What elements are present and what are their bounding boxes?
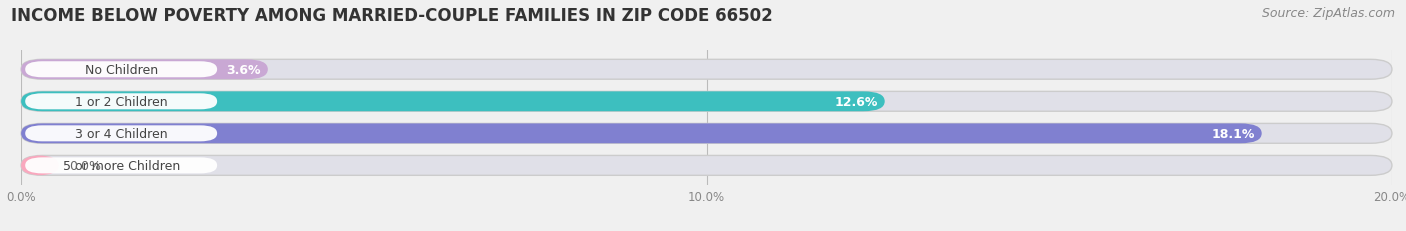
FancyBboxPatch shape [21, 156, 1392, 176]
FancyBboxPatch shape [21, 124, 1392, 144]
Text: 18.1%: 18.1% [1212, 127, 1256, 140]
Text: No Children: No Children [84, 64, 157, 76]
Text: 1 or 2 Children: 1 or 2 Children [75, 95, 167, 108]
Text: 5 or more Children: 5 or more Children [62, 159, 180, 172]
FancyBboxPatch shape [21, 124, 1261, 144]
FancyBboxPatch shape [21, 156, 59, 176]
FancyBboxPatch shape [21, 60, 269, 80]
FancyBboxPatch shape [25, 126, 217, 142]
FancyBboxPatch shape [25, 94, 217, 110]
FancyBboxPatch shape [21, 60, 1392, 80]
Text: INCOME BELOW POVERTY AMONG MARRIED-COUPLE FAMILIES IN ZIP CODE 66502: INCOME BELOW POVERTY AMONG MARRIED-COUPL… [11, 7, 773, 25]
FancyBboxPatch shape [21, 92, 1392, 112]
FancyBboxPatch shape [21, 92, 884, 112]
Text: 3 or 4 Children: 3 or 4 Children [75, 127, 167, 140]
Text: 3.6%: 3.6% [226, 64, 262, 76]
Text: Source: ZipAtlas.com: Source: ZipAtlas.com [1261, 7, 1395, 20]
FancyBboxPatch shape [25, 62, 217, 78]
Text: 12.6%: 12.6% [835, 95, 877, 108]
Text: 0.0%: 0.0% [69, 159, 101, 172]
FancyBboxPatch shape [25, 158, 217, 174]
